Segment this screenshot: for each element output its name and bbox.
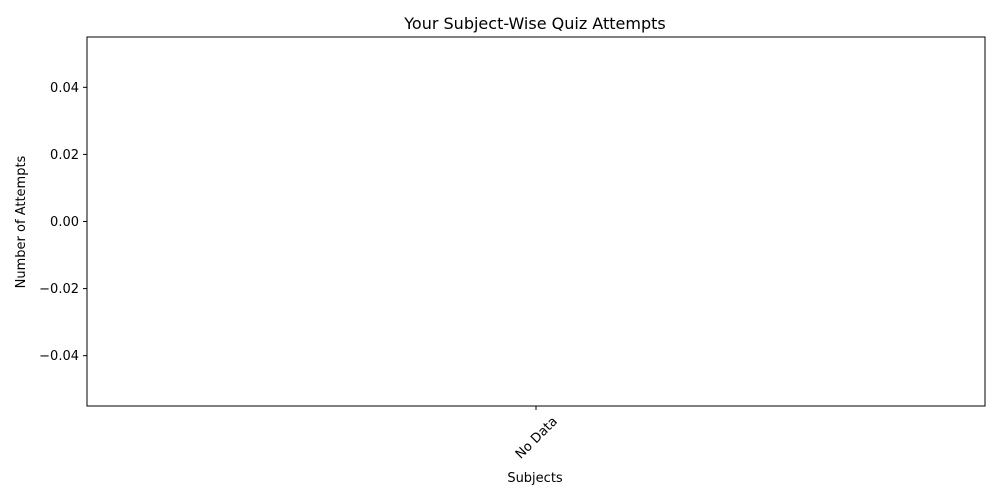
axes-frame (86, 36, 986, 407)
y-tick-label: 0.02 (50, 148, 79, 163)
y-tick-label: −0.04 (39, 349, 79, 364)
y-tick-label: 0.00 (50, 215, 79, 230)
x-tick-label: No Data (513, 414, 561, 462)
y-tick-label: 0.04 (50, 81, 79, 96)
y-axis-label: Number of Attempts (14, 155, 29, 288)
y-tick-label: −0.02 (39, 282, 79, 297)
x-axis-label: Subjects (507, 471, 563, 486)
chart-title: Your Subject-Wise Quiz Attempts (403, 14, 665, 33)
plot-area: −0.04 −0.02 0.00 0.02 0.04 No Data (39, 36, 986, 462)
